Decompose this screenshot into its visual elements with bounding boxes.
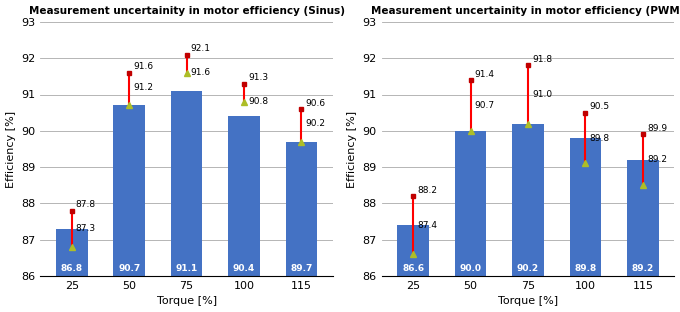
Text: 89.8: 89.8 (575, 264, 596, 273)
Text: 91.2: 91.2 (133, 83, 153, 92)
Text: 92.1: 92.1 (190, 44, 211, 53)
Y-axis label: Efficiency [%]: Efficiency [%] (347, 110, 357, 188)
Text: 86.6: 86.6 (402, 264, 424, 273)
Text: 90.4: 90.4 (233, 264, 255, 273)
Text: 89.9: 89.9 (647, 124, 667, 133)
Bar (397, 225, 429, 276)
Bar (286, 142, 318, 276)
Bar (228, 116, 260, 276)
Y-axis label: Efficiency [%]: Efficiency [%] (5, 110, 16, 188)
Title: Measurement uncertainity in motor efficiency (PWM): Measurement uncertainity in motor effici… (371, 6, 680, 16)
Text: 91.3: 91.3 (248, 73, 268, 82)
Text: 90.2: 90.2 (517, 264, 539, 273)
Text: 89.2: 89.2 (632, 264, 654, 273)
Text: 91.1: 91.1 (175, 264, 198, 273)
Text: 91.0: 91.0 (532, 90, 552, 99)
Bar (627, 160, 659, 276)
Text: 90.5: 90.5 (590, 102, 609, 111)
Text: 90.8: 90.8 (248, 97, 268, 106)
Bar (570, 138, 601, 276)
Text: 90.7: 90.7 (475, 101, 495, 110)
Text: 87.4: 87.4 (418, 221, 437, 230)
X-axis label: Torque [%]: Torque [%] (498, 296, 558, 306)
Bar (455, 131, 486, 276)
Text: 89.2: 89.2 (647, 155, 667, 164)
Bar (171, 91, 203, 276)
Text: 91.6: 91.6 (190, 68, 211, 77)
Text: 91.8: 91.8 (532, 55, 552, 64)
Text: 87.8: 87.8 (76, 200, 96, 209)
Bar (512, 124, 544, 276)
Text: 91.4: 91.4 (475, 70, 494, 79)
Text: 91.6: 91.6 (133, 62, 154, 71)
Text: 86.8: 86.8 (61, 264, 83, 273)
Text: 87.3: 87.3 (76, 224, 96, 233)
Text: 89.8: 89.8 (590, 134, 609, 143)
Text: 89.7: 89.7 (290, 264, 313, 273)
X-axis label: Torque [%]: Torque [%] (156, 296, 217, 306)
Text: 88.2: 88.2 (418, 186, 437, 195)
Text: 90.2: 90.2 (305, 119, 326, 128)
Bar (114, 105, 145, 276)
Text: 90.0: 90.0 (460, 264, 481, 273)
Title: Measurement uncertainity in motor efficiency (Sinus): Measurement uncertainity in motor effici… (29, 6, 345, 16)
Text: 90.6: 90.6 (305, 99, 326, 108)
Text: 90.7: 90.7 (118, 264, 140, 273)
Bar (56, 229, 88, 276)
